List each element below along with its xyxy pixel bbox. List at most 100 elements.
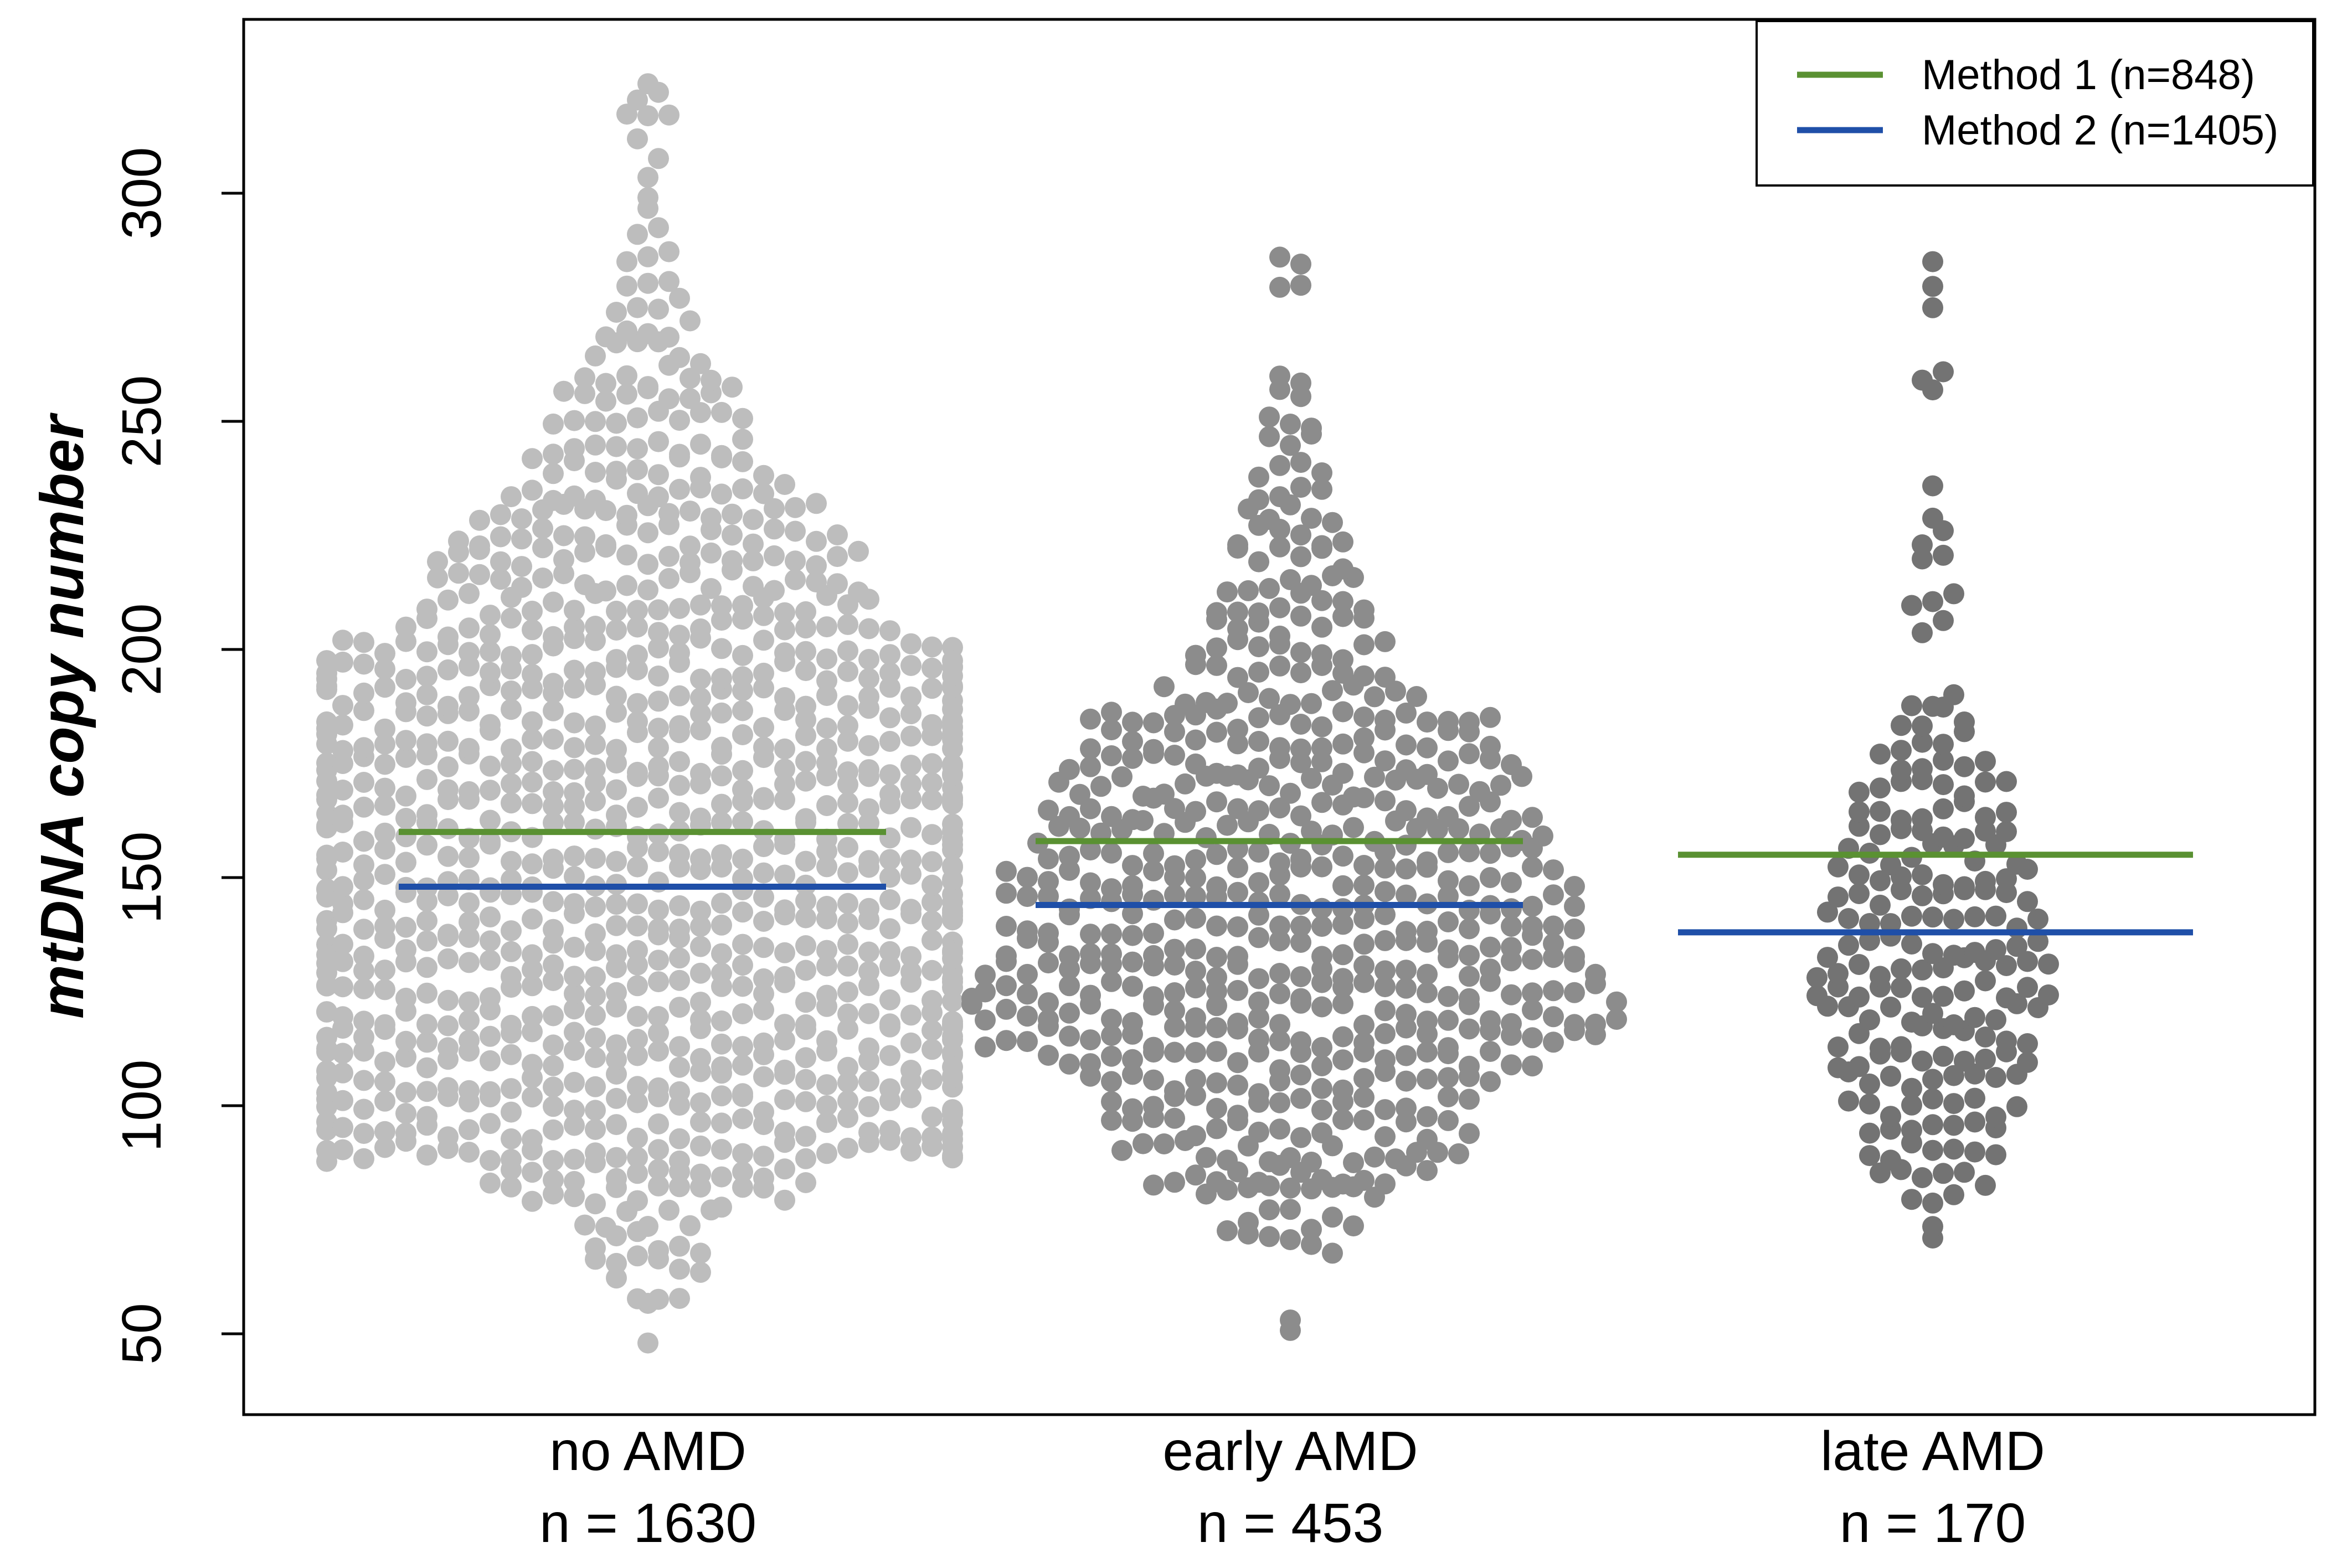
data-point (690, 962, 711, 984)
data-point (1332, 649, 1353, 670)
data-point (606, 1064, 627, 1085)
data-point (606, 600, 627, 622)
data-point (1185, 801, 1206, 822)
data-point (1522, 999, 1543, 1020)
data-point (732, 644, 753, 666)
data-point (711, 793, 732, 815)
data-point (942, 755, 963, 777)
data-point (732, 1083, 753, 1105)
x-category-count: n = 170 (1840, 1492, 2026, 1554)
data-point (1912, 885, 1933, 906)
data-point (1185, 849, 1206, 870)
data-point (585, 966, 606, 988)
data-point (2027, 931, 2048, 952)
data-point (1396, 1004, 1417, 1025)
data-point (332, 876, 353, 898)
data-point (648, 1159, 669, 1180)
data-point (1248, 602, 1269, 623)
data-point (711, 914, 732, 936)
data-point (1143, 945, 1164, 966)
data-point (501, 941, 522, 962)
data-point (732, 760, 753, 781)
data-point (1891, 809, 1912, 831)
data-point (732, 1177, 753, 1198)
data-point (627, 893, 648, 915)
data-point (395, 852, 416, 873)
data-point (353, 831, 374, 852)
data-point (1459, 945, 1480, 966)
data-point (1290, 714, 1311, 735)
data-point (1448, 1143, 1469, 1164)
data-point (942, 991, 963, 1012)
data-point (1817, 901, 1838, 923)
data-point (1164, 884, 1185, 906)
data-point (1438, 1067, 1459, 1089)
data-point (858, 759, 879, 781)
data-point (711, 962, 732, 984)
data-point (395, 939, 416, 961)
data-point (1975, 1174, 1996, 1196)
data-point (437, 779, 459, 801)
data-point (627, 1163, 648, 1184)
data-point (1080, 1029, 1101, 1051)
data-point (1206, 791, 1227, 813)
data-point (522, 1054, 543, 1075)
data-point (543, 812, 564, 834)
data-point (501, 699, 522, 720)
data-point (711, 483, 732, 505)
data-point (1227, 764, 1248, 786)
data-point (1606, 1009, 1627, 1030)
data-point (648, 1240, 669, 1261)
data-point (753, 1032, 774, 1054)
data-point (480, 930, 501, 952)
data-point (648, 737, 669, 759)
data-point (316, 1111, 337, 1133)
data-point (837, 761, 858, 782)
data-point (1438, 1086, 1459, 1107)
data-point (1396, 921, 1417, 942)
data-point (374, 822, 395, 844)
data-point (648, 622, 669, 643)
data-point (1059, 898, 1080, 920)
data-point (543, 591, 564, 613)
data-point (753, 862, 774, 884)
data-point (585, 790, 606, 812)
data-point (658, 327, 680, 348)
data-point (1332, 591, 1353, 612)
data-point (1922, 251, 1943, 272)
data-point (785, 520, 806, 542)
data-point (585, 1193, 606, 1215)
data-point (1364, 766, 1385, 788)
data-point (1501, 871, 1522, 893)
data-point (374, 718, 395, 740)
data-point (1164, 955, 1185, 976)
data-point (1101, 745, 1122, 766)
data-point (942, 1128, 963, 1150)
data-point (1543, 1031, 1564, 1053)
data-point (1301, 575, 1322, 596)
data-point (816, 1095, 837, 1116)
data-point (922, 657, 943, 679)
data-point (680, 1215, 701, 1236)
data-point (1501, 754, 1522, 775)
data-point (1143, 739, 1164, 760)
data-point (353, 854, 374, 876)
data-point (543, 729, 564, 750)
data-point (395, 692, 416, 714)
data-point (922, 960, 943, 981)
data-point (648, 1040, 669, 1062)
data-point (1859, 1073, 1880, 1095)
data-point (1080, 756, 1101, 777)
data-point (564, 1071, 585, 1093)
data-point (1933, 798, 1954, 819)
data-point (1859, 1122, 1880, 1144)
data-point (975, 1009, 996, 1031)
data-point (522, 619, 543, 641)
data-point (1396, 884, 1417, 906)
data-point (595, 326, 616, 348)
data-point (522, 908, 543, 930)
data-point (1101, 719, 1122, 741)
data-point (858, 898, 879, 919)
data-point (480, 950, 501, 971)
data-point (795, 1172, 816, 1193)
